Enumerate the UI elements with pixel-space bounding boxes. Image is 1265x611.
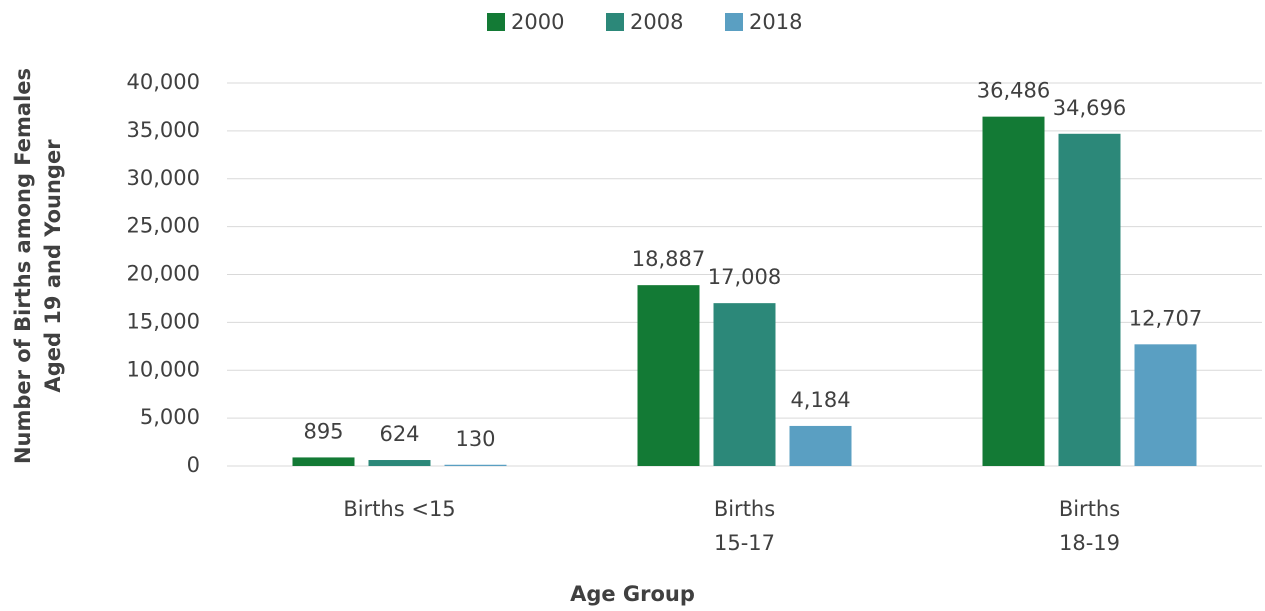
x-tick-label: Births 18-19	[1058, 497, 1121, 555]
data-label: 18,887	[632, 247, 705, 271]
bar	[292, 457, 355, 466]
legend-label: 2018	[749, 10, 802, 34]
y-tick-label: 30,000	[127, 166, 200, 190]
y-tick-label: 20,000	[127, 262, 200, 286]
data-label: 36,486	[977, 79, 1050, 103]
y-tick-label: 40,000	[127, 70, 200, 94]
bar	[444, 464, 507, 466]
data-label: 4,184	[790, 388, 850, 412]
data-label: 130	[455, 427, 495, 451]
bar	[637, 285, 700, 466]
data-label: 17,008	[708, 265, 781, 289]
bar	[1058, 133, 1121, 466]
data-label: 12,707	[1129, 306, 1202, 330]
y-tick-label: 10,000	[127, 357, 200, 381]
x-tick-label: Births <15	[343, 497, 456, 521]
x-tick-label: Births 15-17	[713, 497, 776, 555]
y-tick-label: 35,000	[127, 118, 200, 142]
y-tick-label: 0	[187, 453, 200, 477]
legend-swatch	[725, 13, 743, 31]
bar	[713, 303, 776, 466]
x-axis-title: Age Group	[570, 582, 695, 606]
legend-swatch	[606, 13, 624, 31]
bar	[982, 116, 1045, 467]
y-tick-label: 5,000	[140, 405, 200, 429]
y-tick-label: 15,000	[127, 309, 200, 333]
legend-swatch	[487, 13, 505, 31]
data-label: 895	[303, 419, 343, 443]
data-label: 624	[379, 422, 419, 446]
legend-label: 2000	[511, 10, 564, 34]
data-label: 34,696	[1053, 96, 1126, 120]
bar	[789, 425, 852, 466]
legend-label: 2008	[630, 10, 683, 34]
y-tick-label: 25,000	[127, 214, 200, 238]
bar	[368, 460, 431, 466]
bar	[1134, 344, 1197, 466]
y-axis-title: Number of Births among Females Aged 19 a…	[11, 67, 65, 465]
